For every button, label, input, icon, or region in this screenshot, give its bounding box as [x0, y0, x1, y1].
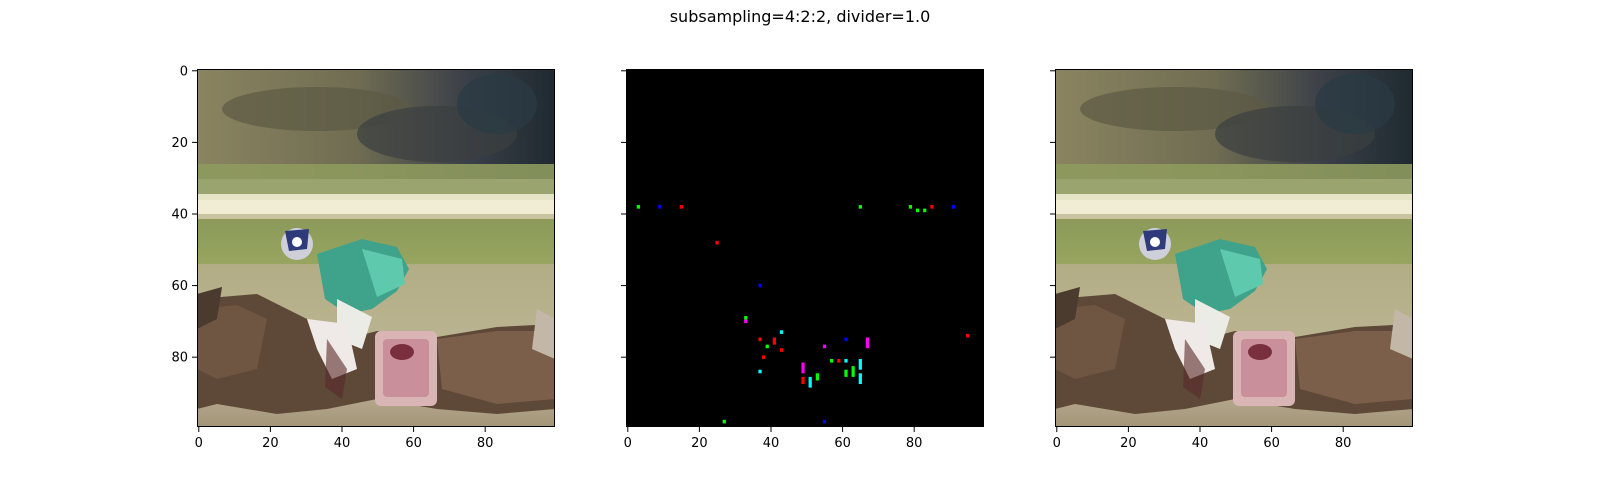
diff-pixel-13	[758, 369, 762, 374]
y-tick-label: 60	[171, 279, 188, 294]
diff-pixel-20	[815, 373, 819, 381]
diff-pixel-21	[830, 358, 834, 363]
image-background	[626, 69, 984, 427]
figure-title: subsampling=4:2:2, divider=1.0	[669, 7, 931, 26]
diff-pixel-29	[908, 205, 913, 209]
x-tick-label: 20	[1120, 436, 1137, 451]
x-tick-label: 60	[1263, 436, 1280, 451]
diff-pixel-33	[951, 205, 955, 209]
diff-pixel-36	[822, 419, 827, 424]
diff-pixel-15	[844, 337, 848, 342]
x-tick-label: 80	[906, 436, 923, 451]
diff-pixel-30	[915, 208, 920, 213]
image-original	[197, 69, 555, 427]
panel-left: 0 20 40 60 80 0 20 40 60 80	[171, 64, 555, 451]
diff-pixel-12	[762, 355, 766, 359]
x-tick-label: 40	[763, 436, 780, 451]
diff-pixel-24	[844, 369, 848, 377]
diff-pixel-11	[779, 348, 784, 352]
diff-pixel-25	[851, 366, 855, 377]
diff-pixel-18	[801, 376, 805, 385]
diff-pixel-27	[858, 373, 862, 385]
y-tick-label: 80	[171, 351, 188, 366]
x-tick-label: 60	[405, 436, 422, 451]
x-tick-label: 80	[1335, 436, 1352, 451]
diff-pixel-1	[658, 205, 662, 209]
diff-pixel-32	[930, 205, 934, 209]
y-tick-label: 20	[171, 136, 188, 151]
axes-frame	[626, 69, 984, 427]
diff-pixel-17	[801, 362, 805, 374]
diff-pixel-8	[758, 337, 762, 342]
x-tick-label: 40	[334, 436, 351, 451]
x-tick-label: 0	[195, 436, 203, 451]
panel-right: 0 20 40 60 80	[1050, 69, 1413, 451]
x-tick-label: 40	[1192, 436, 1209, 451]
panel-middle: 0 20 40 60 80	[621, 69, 984, 451]
axes-frame	[197, 69, 555, 427]
image-difference	[626, 69, 984, 427]
diff-pixel-31	[923, 208, 927, 213]
diff-pixel-7	[779, 330, 784, 334]
diff-pixel-14	[822, 344, 827, 349]
diff-pixel-9	[772, 337, 776, 345]
x-tick-label: 0	[1053, 436, 1061, 451]
photo-image	[197, 69, 555, 427]
diff-pixel-4	[758, 283, 762, 288]
diff-pixel-35	[722, 419, 726, 424]
x-tick-label: 60	[834, 436, 851, 451]
diff-pixel-28	[858, 205, 862, 209]
y-tick-label: 0	[180, 64, 188, 79]
diff-pixel-26	[858, 358, 862, 370]
diff-pixel-0	[636, 205, 640, 209]
x-tick-label: 20	[262, 436, 279, 451]
diff-pixel-3	[715, 240, 719, 245]
diff-pixel-34	[966, 333, 970, 338]
diff-pixel-2	[679, 205, 683, 209]
y-tick-label: 40	[171, 207, 188, 222]
diff-pixel-22	[837, 358, 841, 363]
axes-frame	[1055, 69, 1413, 427]
diff-pixel-5	[744, 316, 748, 320]
diff-pixel-19	[808, 376, 812, 388]
diff-pixel-6	[744, 319, 748, 324]
image-compressed	[1055, 69, 1413, 427]
diff-pixel-10	[765, 344, 769, 349]
diff-pixel-23	[844, 358, 848, 363]
photo-image	[1055, 69, 1413, 427]
x-tick-label: 20	[691, 436, 708, 451]
diff-pixel-16	[865, 337, 870, 349]
x-tick-label: 0	[624, 436, 632, 451]
x-tick-label: 80	[477, 436, 494, 451]
